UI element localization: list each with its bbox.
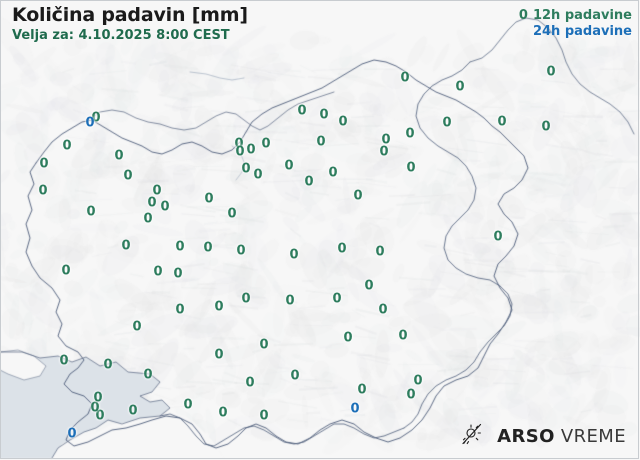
station-value[interactable]: 0: [343, 330, 353, 346]
station-value[interactable]: 0: [128, 403, 138, 419]
station-value[interactable]: 0: [39, 156, 49, 172]
station-value[interactable]: 0: [203, 240, 213, 256]
station-value[interactable]: 0: [357, 382, 367, 398]
station-value[interactable]: 0: [261, 136, 271, 152]
station-value[interactable]: 0: [103, 357, 113, 373]
station-value[interactable]: 0: [143, 367, 153, 383]
station-value[interactable]: 0: [378, 302, 388, 318]
station-value[interactable]: 0: [175, 239, 185, 255]
station-value[interactable]: 0: [400, 70, 410, 86]
legend-row-12h: 0 12h padavine: [519, 8, 632, 24]
station-value[interactable]: 0: [204, 191, 214, 207]
station-value[interactable]: 0: [353, 188, 363, 204]
station-value[interactable]: 0: [153, 264, 163, 280]
logo-vreme: VREME: [554, 425, 626, 447]
station-value[interactable]: 0: [350, 401, 360, 417]
station-value[interactable]: 0: [328, 165, 338, 181]
station-value[interactable]: 0: [59, 353, 69, 369]
legend-row-24h: 24h padavine: [519, 24, 632, 40]
station-value[interactable]: 0: [406, 160, 416, 176]
station-value[interactable]: 0: [143, 211, 153, 227]
station-value[interactable]: 0: [175, 302, 185, 318]
station-value[interactable]: 0: [285, 293, 295, 309]
station-value[interactable]: 0: [85, 115, 95, 131]
station-value[interactable]: 0: [152, 183, 162, 199]
station-value[interactable]: 0: [95, 408, 105, 424]
station-value[interactable]: 0: [546, 64, 556, 80]
station-value[interactable]: 0: [62, 138, 72, 154]
station-value[interactable]: 0: [316, 134, 326, 150]
station-value[interactable]: 0: [290, 368, 300, 384]
legend-label-24h: 24h padavine: [532, 24, 632, 39]
station-value[interactable]: 0: [86, 204, 96, 220]
logo-wordmark: ARSO VREME: [497, 426, 626, 447]
station-value[interactable]: 0: [541, 119, 551, 135]
station-value[interactable]: 0: [245, 375, 255, 391]
station-value[interactable]: 0: [406, 387, 416, 403]
station-value[interactable]: 0: [121, 238, 131, 254]
station-value[interactable]: 0: [364, 278, 374, 294]
station-value[interactable]: 0: [90, 400, 100, 416]
logo-arso: ARSO: [497, 425, 555, 447]
station-value[interactable]: 0: [160, 199, 170, 215]
sun-rain-icon: [459, 422, 483, 450]
station-value[interactable]: 0: [297, 103, 307, 119]
station-value[interactable]: 0: [123, 168, 133, 184]
station-value[interactable]: 0: [289, 247, 299, 263]
station-value[interactable]: 0: [227, 206, 237, 222]
station-value[interactable]: 0: [493, 229, 503, 245]
station-value[interactable]: 0: [183, 397, 193, 413]
station-value[interactable]: 0: [114, 148, 124, 164]
station-value[interactable]: 0: [214, 347, 224, 363]
station-value[interactable]: 0: [218, 405, 228, 421]
station-value[interactable]: 0: [405, 126, 415, 142]
station-value[interactable]: 0: [381, 132, 391, 148]
station-value[interactable]: 0: [241, 291, 251, 307]
arso-vreme-logo: ARSO VREME: [459, 422, 626, 450]
station-value[interactable]: 0: [337, 241, 347, 257]
station-value[interactable]: 0: [67, 426, 77, 442]
station-value[interactable]: 0: [379, 144, 389, 160]
legend: 0 12h padavine 24h padavine: [519, 8, 632, 40]
station-value[interactable]: 0: [93, 390, 103, 406]
station-value[interactable]: 0: [38, 183, 48, 199]
station-value[interactable]: 0: [235, 144, 245, 160]
station-value[interactable]: 0: [455, 79, 465, 95]
station-value[interactable]: 0: [214, 299, 224, 315]
station-value[interactable]: 0: [375, 244, 385, 260]
station-value[interactable]: 0: [173, 266, 183, 282]
station-value[interactable]: 0: [442, 115, 452, 131]
station-value[interactable]: 0: [304, 174, 314, 190]
station-value[interactable]: 0: [338, 114, 348, 130]
station-value[interactable]: 0: [246, 142, 256, 158]
station-value[interactable]: 0: [259, 337, 269, 353]
station-value[interactable]: 0: [61, 263, 71, 279]
station-value[interactable]: 0: [398, 328, 408, 344]
station-value[interactable]: 0: [253, 167, 263, 183]
station-value[interactable]: 0: [132, 319, 142, 335]
legend-sample-value: 0: [518, 8, 528, 23]
station-value[interactable]: 0: [413, 373, 423, 389]
station-value[interactable]: 0: [147, 195, 157, 211]
station-value[interactable]: 0: [241, 161, 251, 177]
station-value[interactable]: 0: [234, 136, 244, 152]
station-value[interactable]: 0: [259, 408, 269, 424]
station-value[interactable]: 0: [319, 107, 329, 123]
station-value[interactable]: 0: [91, 110, 101, 126]
station-value[interactable]: 0: [284, 158, 294, 174]
legend-label-12h: 12h padavine: [532, 8, 632, 23]
station-value[interactable]: 0: [497, 114, 507, 130]
station-value[interactable]: 0: [236, 243, 246, 259]
station-value[interactable]: 0: [332, 291, 342, 307]
